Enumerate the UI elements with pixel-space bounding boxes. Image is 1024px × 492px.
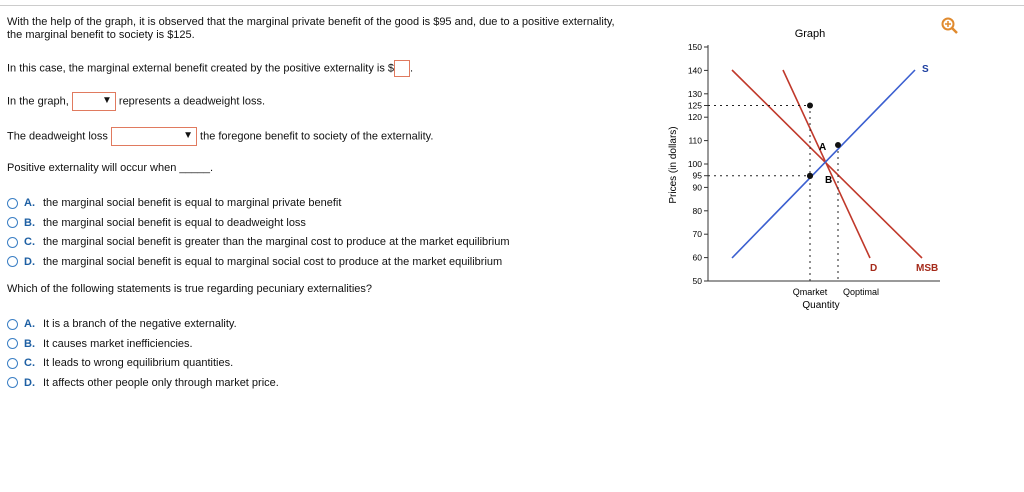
dropdown[interactable]: ▼: [110, 127, 197, 146]
q3: The deadweight loss ▼ the foregone benef…: [7, 127, 433, 146]
option-letter: B.: [24, 216, 35, 229]
option-letter: C.: [24, 236, 35, 248]
radio: [7, 377, 18, 389]
option-letter: A.: [24, 318, 35, 330]
radio: [7, 338, 18, 350]
option-text: the marginal social benefit is equal to …: [43, 216, 306, 229]
b-label: B: [825, 175, 832, 186]
option-letter: A.: [24, 197, 35, 209]
answer-input[interactable]: [394, 60, 411, 77]
q3-prefix: The deadweight loss: [7, 130, 108, 143]
option[interactable]: A. It is a branch of the negative externa…: [7, 318, 237, 330]
q2-suffix: represents a deadweight loss.: [118, 95, 266, 108]
q1: In this case, the marginal external bene…: [7, 60, 413, 77]
option-letter: C.: [24, 357, 35, 369]
msb-label: MSB: [916, 263, 938, 274]
option[interactable]: B. It causes market inefficiencies.: [7, 338, 193, 350]
y-tick-label: 110: [688, 136, 702, 146]
intro: With the help of the graph, it is observ…: [7, 16, 615, 41]
option-text: the marginal social benefit is greater t…: [43, 236, 510, 248]
option-letter: D.: [24, 255, 35, 268]
s-label: S: [922, 64, 929, 75]
option[interactable]: D. the marginal social benefit is equal t…: [7, 256, 502, 268]
option-text: the marginal social benefit is equal to …: [43, 197, 342, 209]
option-text: the marginal social benefit is equal to …: [43, 255, 503, 268]
option-text: It causes market inefficiencies.: [43, 337, 193, 350]
option-text: It is a branch of the negative externali…: [43, 318, 237, 330]
radio: [7, 256, 18, 268]
q5-prompt: Which of the following statements is tru…: [7, 283, 373, 295]
optimal-point: [835, 142, 841, 148]
y-tick-label: 130: [688, 89, 702, 99]
graph: Graph Prices (in dollars) S D MSB A B Qm…: [668, 17, 958, 311]
q3-suffix: the foregone benefit to society of the e…: [200, 130, 434, 143]
x-axis-label: Quantity: [802, 300, 839, 311]
q4-prompt: Positive externality will occur when ___…: [7, 162, 214, 174]
option[interactable]: B. the marginal social benefit is equal t…: [7, 217, 306, 229]
qoptimal-label: Qoptimal: [843, 287, 879, 297]
dropdown-arrow: ▼: [183, 130, 193, 141]
y-tick-label: 140: [688, 65, 702, 75]
option-letter: D.: [24, 376, 35, 389]
y-tick-label: 70: [693, 229, 703, 239]
y-tick-label: 80: [693, 206, 703, 216]
y-tick-label: 90: [693, 182, 703, 192]
y-tick-label: 60: [693, 253, 703, 263]
option-letter: B.: [24, 337, 35, 350]
option[interactable]: A. the marginal social benefit is equal t…: [7, 197, 341, 209]
y-tick-label: 95: [693, 171, 703, 181]
option-text: It affects other people only through mar…: [43, 376, 279, 389]
y-tick-label: 125: [688, 101, 702, 111]
a-label: A: [819, 142, 826, 153]
y-tick-label: 100: [688, 159, 702, 169]
q1-prompt: In this case, the marginal external bene…: [7, 62, 395, 75]
graph-title: Graph: [795, 28, 826, 40]
option[interactable]: D. It affects other people only through m…: [7, 377, 279, 389]
radio: [7, 236, 18, 248]
option-text: It leads to wrong equilibrium quantities…: [43, 357, 234, 369]
q1-suffix: .: [410, 62, 414, 75]
s-curve: [731, 69, 916, 259]
dropdown[interactable]: ▼: [71, 92, 116, 111]
y-tick-label: 50: [693, 276, 703, 286]
zoom-icon[interactable]: [941, 17, 958, 34]
option[interactable]: C. It leads to wrong equilibrium quantiti…: [7, 357, 233, 369]
y-axis-label: Prices (in dollars): [668, 126, 679, 203]
top-border: [0, 5, 1024, 6]
y-tick-label: 150: [688, 42, 702, 52]
radio: [7, 197, 18, 209]
q2-prefix: In the graph,: [7, 95, 69, 108]
d-label: D: [870, 263, 877, 274]
radio: [7, 217, 18, 229]
price-point: [807, 172, 813, 179]
price-point: [807, 102, 813, 109]
radio: [7, 318, 18, 330]
d-curve: [782, 69, 871, 259]
option[interactable]: C. the marginal social benefit is greater…: [7, 236, 510, 248]
y-tick-label: 120: [688, 112, 702, 122]
qmarket-label: Qmarket: [793, 287, 828, 297]
dropdown-arrow: ▼: [101, 95, 112, 106]
radio: [7, 357, 18, 369]
q2: In the graph, ▼ represents a deadweight …: [7, 92, 265, 111]
